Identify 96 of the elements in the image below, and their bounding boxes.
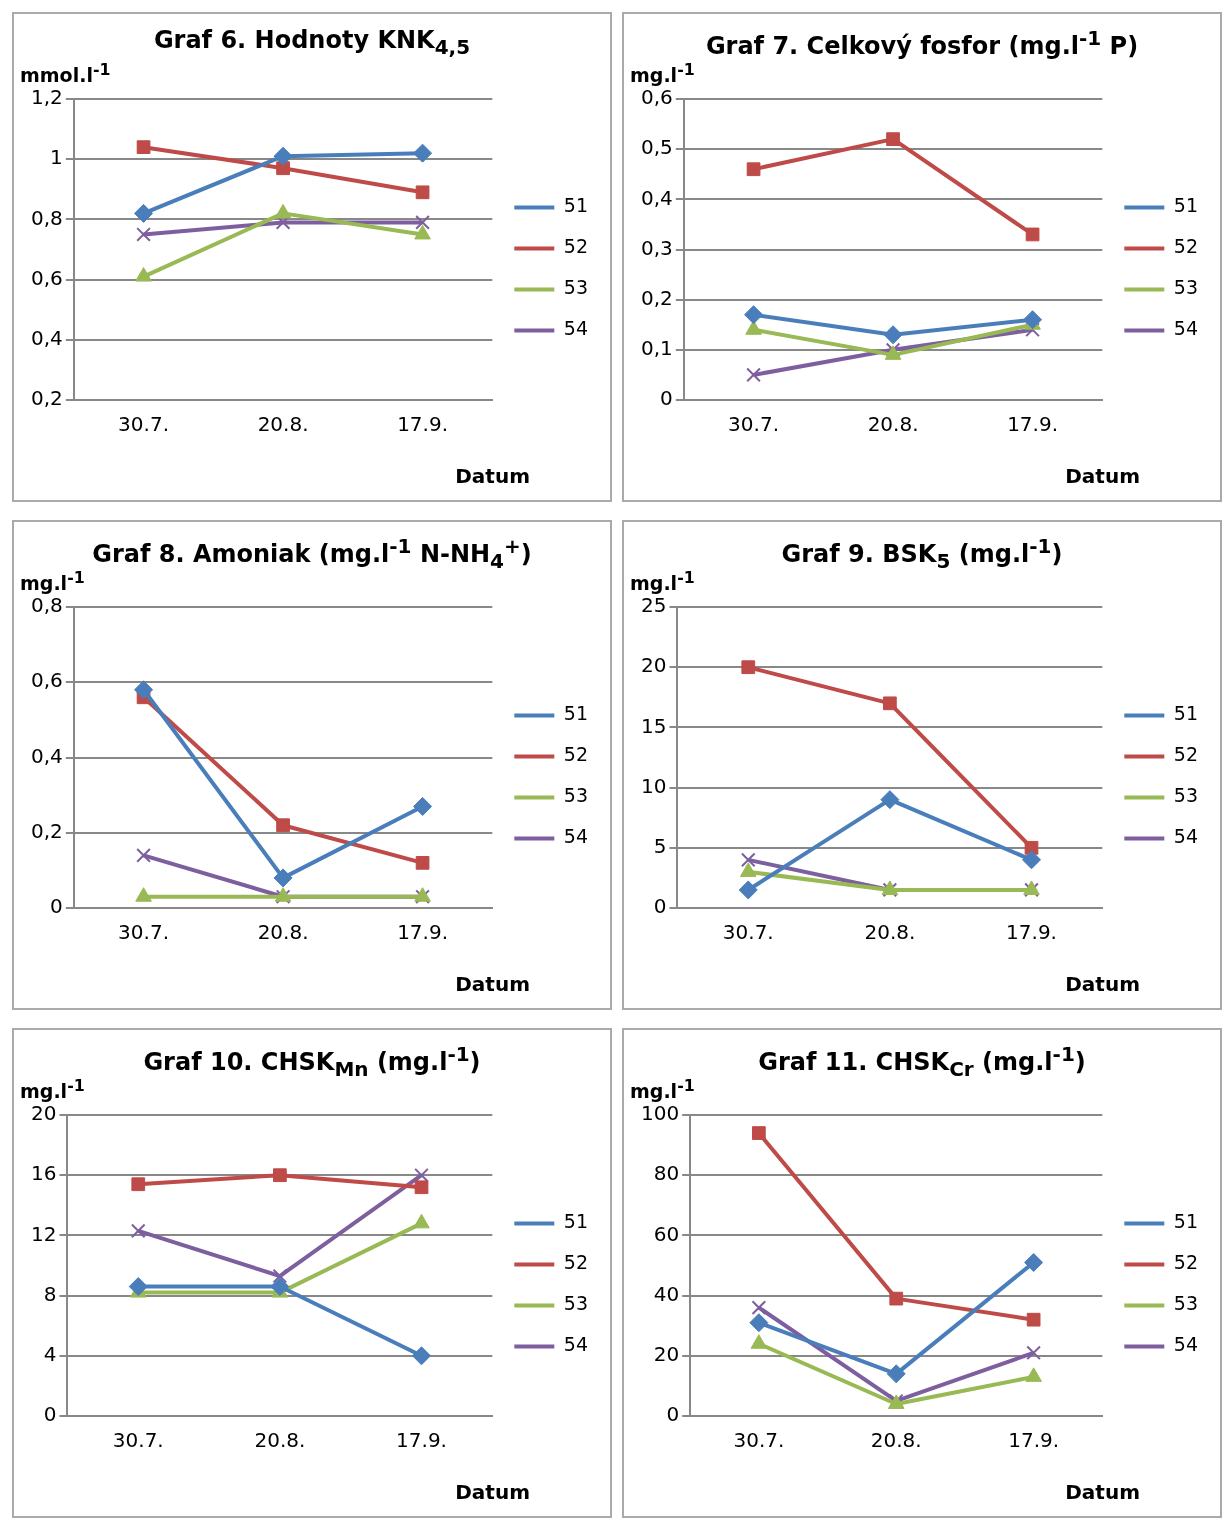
y-tick-label: 0,6 [30, 265, 63, 290]
legend-label: 52 [563, 235, 589, 258]
y-tick-label: 0,6 [640, 85, 673, 110]
legend-label: 53 [563, 784, 589, 807]
y-axis-title: mmol.l$^{-1}$ [20, 60, 111, 87]
y-tick-label: 60 [653, 1221, 680, 1246]
chart-title: Graf 7. Celkový fosfor (mg.l$^{-1}$ P) [705, 26, 1139, 60]
y-tick-label: 12 [31, 1221, 57, 1246]
y-tick-label: 1,2 [30, 85, 63, 110]
y-axis-title: mg.l$^{-1}$ [20, 568, 85, 595]
y-tick-label: 0,1 [640, 336, 673, 361]
y-tick-label: 5 [653, 834, 667, 858]
y-axis-title: mg.l$^{-1}$ [630, 1076, 695, 1103]
y-tick-label: 15 [641, 713, 667, 738]
x-tick-label: 20.8. [254, 1428, 306, 1453]
x-tick-label: 17.9. [1006, 920, 1057, 945]
x-axis-title: Datum [455, 1480, 530, 1504]
legend-label: 54 [563, 825, 589, 848]
x-tick-label: 20.8. [870, 1428, 922, 1453]
chart-title: Graf 6. Hodnoty KNK$_{4,5}$ [153, 26, 471, 59]
legend-label: 52 [563, 1251, 589, 1274]
chart-title: Graf 11. CHSK$_{Cr}$ (mg.l$^{-1}$) [758, 1042, 1086, 1081]
y-tick-label: 10 [641, 773, 667, 798]
x-tick-label: 17.9. [1007, 412, 1059, 437]
legend-label: 52 [1173, 1251, 1199, 1274]
x-axis-title: Datum [1065, 972, 1140, 996]
legend-label: 54 [1173, 317, 1199, 340]
x-tick-label: 17.9. [397, 920, 449, 945]
y-tick-label: 0,6 [30, 668, 63, 693]
x-tick-label: 30.7. [728, 412, 779, 437]
x-tick-label: 17.9. [1008, 1428, 1060, 1453]
legend-label: 54 [1173, 825, 1199, 848]
y-tick-label: 8 [43, 1281, 57, 1306]
y-tick-label: 0,4 [30, 326, 63, 350]
y-tick-label: 0,4 [30, 743, 63, 768]
y-tick-label: 20 [31, 1101, 57, 1126]
x-axis-title: Datum [1065, 464, 1140, 488]
y-tick-label: 0 [653, 894, 667, 919]
x-tick-label: 30.7. [733, 1428, 785, 1453]
legend-label: 53 [1173, 1292, 1199, 1315]
legend-label: 52 [1173, 743, 1199, 766]
x-tick-label: 20.8. [864, 920, 916, 945]
x-tick-label: 30.7. [118, 920, 169, 945]
y-tick-label: 0,3 [640, 235, 673, 260]
x-axis-title: Datum [455, 464, 530, 488]
x-tick-label: 30.7. [112, 1428, 164, 1453]
legend-label: 51 [1173, 194, 1199, 217]
y-tick-label: 100 [640, 1101, 680, 1126]
legend-label: 51 [563, 1210, 589, 1233]
y-tick-label: 0 [43, 1402, 57, 1427]
y-tick-label: 40 [653, 1281, 680, 1306]
y-tick-label: 0 [666, 1402, 680, 1427]
legend-label: 51 [563, 194, 589, 217]
y-tick-label: 0,2 [30, 818, 63, 843]
y-tick-label: 0 [660, 386, 673, 411]
y-axis-title: mg.l$^{-1}$ [630, 568, 695, 595]
y-tick-label: 0,8 [30, 593, 63, 618]
chart-title: Graf 9. BSK$_{5}$ (mg.l$^{-1}$) [781, 534, 1063, 573]
y-tick-label: 20 [653, 1342, 680, 1366]
y-tick-label: 0 [50, 894, 63, 919]
legend-label: 51 [1173, 702, 1199, 725]
legend-label: 51 [563, 702, 589, 725]
y-tick-label: 4 [43, 1342, 57, 1366]
x-tick-label: 17.9. [397, 412, 449, 437]
legend-label: 52 [563, 743, 589, 766]
x-tick-label: 30.7. [722, 920, 774, 945]
y-tick-label: 1 [50, 145, 63, 170]
legend-label: 54 [563, 317, 589, 340]
y-tick-label: 25 [641, 593, 667, 618]
x-tick-label: 20.8. [867, 412, 919, 437]
x-axis-title: Datum [1065, 1480, 1140, 1504]
y-tick-label: 0,5 [640, 135, 673, 160]
x-tick-label: 17.9. [396, 1428, 447, 1453]
y-axis-title: mg.l$^{-1}$ [20, 1076, 85, 1103]
legend-label: 52 [1173, 235, 1199, 258]
legend-label: 53 [563, 1292, 589, 1315]
legend-label: 51 [1173, 1210, 1199, 1233]
legend-label: 53 [563, 276, 589, 299]
y-tick-label: 0,8 [30, 205, 63, 230]
y-axis-title: mg.l$^{-1}$ [630, 60, 695, 87]
y-tick-label: 0,2 [640, 285, 673, 310]
legend-label: 53 [1173, 276, 1199, 299]
legend-label: 54 [563, 1333, 589, 1356]
chart-title: Graf 10. CHSK$_{Mn}$ (mg.l$^{-1}$) [143, 1042, 481, 1081]
legend-label: 53 [1173, 784, 1199, 807]
chart-title: Graf 8. Amoniak (mg.l$^{-1}$ N-NH$_{4}$$^{+}$) [92, 534, 532, 573]
x-tick-label: 30.7. [118, 412, 169, 437]
legend-label: 54 [1173, 1333, 1199, 1356]
y-tick-label: 80 [653, 1161, 680, 1186]
y-tick-label: 20 [641, 653, 667, 678]
x-tick-label: 20.8. [257, 412, 309, 437]
y-tick-label: 16 [31, 1161, 57, 1186]
x-tick-label: 20.8. [257, 920, 309, 945]
x-axis-title: Datum [455, 972, 530, 996]
y-tick-label: 0,2 [30, 386, 63, 411]
y-tick-label: 0,4 [640, 185, 673, 210]
